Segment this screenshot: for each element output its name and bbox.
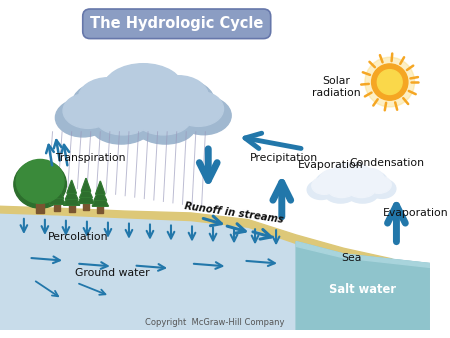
Text: Ground water: Ground water [76,268,150,278]
Polygon shape [0,206,392,265]
Ellipse shape [103,64,184,114]
Polygon shape [81,178,91,191]
Text: Transpiration: Transpiration [55,153,126,164]
Bar [36,203,44,213]
Bar [69,205,75,212]
Ellipse shape [136,103,191,135]
Polygon shape [51,184,63,199]
Polygon shape [0,213,430,331]
Text: Solar
radiation: Solar radiation [312,76,360,98]
Polygon shape [94,186,107,200]
Ellipse shape [332,162,371,187]
Bar [54,204,60,211]
Polygon shape [92,191,108,206]
Ellipse shape [148,76,208,118]
Ellipse shape [332,179,371,200]
Ellipse shape [105,97,182,139]
Ellipse shape [149,79,215,125]
Text: Sea: Sea [342,253,362,263]
Ellipse shape [63,93,113,128]
Polygon shape [296,242,430,267]
Ellipse shape [16,160,64,203]
Bar [98,206,103,213]
Polygon shape [65,185,78,199]
Polygon shape [78,188,94,203]
Ellipse shape [78,78,138,120]
Ellipse shape [368,179,396,198]
Ellipse shape [319,169,349,190]
Text: Salt water: Salt water [329,283,396,296]
Ellipse shape [347,185,378,203]
Polygon shape [80,183,92,198]
Text: Percolation: Percolation [48,232,108,242]
Ellipse shape [72,81,138,127]
Polygon shape [95,181,105,194]
Ellipse shape [135,109,195,144]
Polygon shape [63,190,80,205]
Ellipse shape [55,98,110,137]
Ellipse shape [325,185,356,203]
Ellipse shape [91,109,152,144]
Polygon shape [49,189,65,204]
Polygon shape [67,180,76,193]
Polygon shape [53,179,62,192]
Ellipse shape [365,57,414,107]
Ellipse shape [312,177,337,194]
Ellipse shape [176,96,231,135]
Text: Evaporation: Evaporation [382,208,448,218]
Ellipse shape [307,180,335,199]
Polygon shape [296,242,430,331]
Ellipse shape [96,103,151,135]
Ellipse shape [348,182,375,198]
Ellipse shape [99,66,187,121]
Ellipse shape [315,171,349,195]
Ellipse shape [328,182,355,198]
Ellipse shape [14,161,67,208]
Text: Precipitation: Precipitation [250,153,319,164]
Text: Copyright  McGraw-Hill Company: Copyright McGraw-Hill Company [145,318,285,327]
Text: The Hydrologic Cycle: The Hydrologic Cycle [90,16,263,31]
Ellipse shape [354,168,384,189]
Text: Runoff in streams: Runoff in streams [184,201,284,225]
Bar [83,203,89,210]
Text: Condensation: Condensation [349,158,424,168]
Ellipse shape [334,176,369,195]
Ellipse shape [329,164,373,191]
Ellipse shape [377,70,402,95]
Ellipse shape [173,91,224,126]
Ellipse shape [354,170,387,194]
Ellipse shape [108,92,178,130]
Ellipse shape [372,64,408,100]
Text: Evaporation: Evaporation [298,160,364,170]
Ellipse shape [366,176,391,193]
